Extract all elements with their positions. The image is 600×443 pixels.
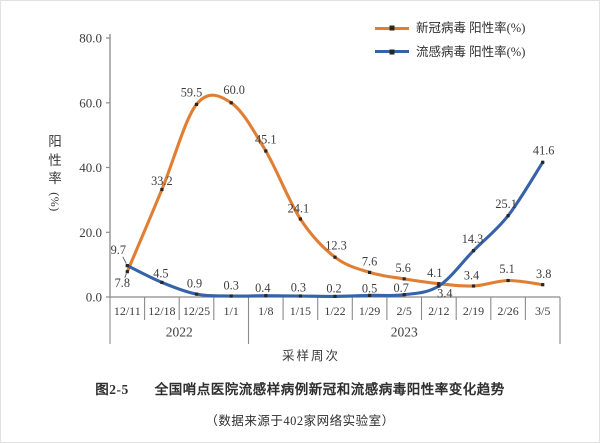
- flu-data-label: 0.3: [291, 280, 306, 294]
- legend: 新冠病毒 阳性率(%) 流感病毒 阳性率(%): [375, 22, 525, 58]
- covid-data-label: 60.0: [223, 83, 245, 97]
- legend-square-marker-icon: [389, 49, 395, 55]
- x-tick-label: 3/5: [535, 304, 550, 318]
- covid-marker: [471, 284, 476, 288]
- y-tick-label: 20.0: [79, 225, 102, 240]
- caption-source: （数据来源于402家网络实验室）: [205, 414, 395, 428]
- x-tick-label: 2/5: [397, 304, 412, 318]
- legend-item-flu: 流感病毒 阳性率(%): [375, 44, 526, 59]
- flu-marker: [264, 294, 268, 298]
- year-label: 2023: [391, 325, 418, 340]
- flu-marker: [333, 294, 337, 298]
- covid-data-label: 5.6: [396, 261, 411, 275]
- x-tick-label: 1/8: [258, 304, 273, 318]
- legend-line-marker-icon: [375, 49, 409, 55]
- y-axis-title-unit: (%): [48, 191, 62, 212]
- flu-data-label: 0.5: [362, 282, 377, 296]
- covid-data-label: 33.2: [151, 174, 173, 188]
- flu-marker: [194, 292, 199, 296]
- covid-data-label: 12.3: [325, 239, 347, 253]
- x-tick-label: 1/15: [290, 304, 311, 318]
- flu-data-label: 0.4: [255, 281, 270, 295]
- covid-marker: [125, 270, 129, 274]
- x-tick-label: 1/22: [324, 304, 345, 318]
- covid-marker: [368, 270, 372, 274]
- covid-data-label: 45.1: [255, 132, 277, 146]
- year-label: 2022: [166, 325, 193, 340]
- flu-marker: [368, 293, 372, 297]
- x-tick-label: 2/19: [463, 304, 484, 318]
- flu-marker: [437, 284, 441, 288]
- flu-data-label: 25.1: [495, 197, 517, 211]
- flu-data-label: 0.9: [187, 276, 202, 290]
- figure-caption: 图2-5 全国哨点医院流感样病例新冠和流感病毒阳性率变化趋势: [1, 378, 599, 398]
- flu-marker: [541, 160, 545, 164]
- y-axis-title-char: 阳: [48, 134, 62, 149]
- covid-marker: [541, 283, 545, 287]
- y-axis-title-char: 性: [48, 152, 62, 168]
- legend-label: 流感病毒 阳性率(%): [416, 44, 526, 59]
- covid-data-label: 3.4: [464, 268, 479, 282]
- covid-data-label: 7.8: [115, 276, 130, 290]
- covid-data-label: 59.5: [181, 86, 203, 100]
- legend-label: 新冠病毒 阳性率(%): [416, 21, 526, 35]
- flu-data-label: 0.2: [326, 282, 341, 296]
- flu-data-label: 9.7: [111, 243, 126, 257]
- covid-marker: [298, 217, 302, 221]
- flu-data-label: 4.5: [153, 267, 168, 281]
- flu-data-label: 3.4: [437, 286, 452, 300]
- y-axis-title-char: 率: [48, 171, 62, 186]
- covid-marker: [506, 278, 510, 283]
- covid-marker: [194, 102, 199, 106]
- y-axis-title: 阳性率 (%): [45, 134, 65, 211]
- covid-marker: [402, 277, 406, 281]
- flu-data-label: 0.3: [224, 278, 239, 292]
- flu-marker: [298, 294, 302, 298]
- covid-marker: [264, 149, 268, 153]
- covid-data-label: 7.6: [362, 255, 377, 269]
- y-tick-label: 60.0: [79, 95, 102, 110]
- x-axis-title: 采样周次: [281, 349, 340, 363]
- x-tick-label: 12/18: [148, 304, 175, 318]
- flu-data-label: 41.6: [533, 144, 555, 158]
- covid-data-label: 5.1: [499, 262, 514, 276]
- x-tick-label: 1/29: [359, 304, 380, 318]
- covid-marker: [333, 255, 337, 259]
- flu-marker: [402, 293, 406, 297]
- legend-square-marker-icon: [389, 25, 395, 31]
- caption-figure-label: 图2-5: [95, 382, 129, 397]
- covid-data-label: 3.8: [536, 267, 551, 281]
- legend-line-marker-icon: [375, 25, 409, 31]
- caption-title: 全国哨点医院流感样病例新冠和流感病毒阳性率变化趋势: [154, 382, 505, 397]
- y-tick-label: 40.0: [79, 160, 102, 175]
- covid-data-label: 24.1: [288, 201, 310, 215]
- covid-marker: [160, 187, 164, 192]
- covid-marker: [437, 282, 441, 286]
- flu-marker: [160, 280, 164, 284]
- x-tick-label: 1/1: [224, 304, 239, 318]
- legend-item-covid: 新冠病毒 阳性率(%): [375, 22, 525, 35]
- flu-marker: [471, 249, 476, 253]
- covid-label-leader: [124, 273, 127, 278]
- x-tick-label: 2/12: [428, 304, 449, 318]
- y-tick-label: 0.0: [86, 290, 102, 305]
- covid-marker: [229, 101, 233, 105]
- covid-data-label: 4.1: [427, 266, 442, 280]
- flu-marker: [506, 214, 510, 218]
- flu-marker: [229, 294, 233, 298]
- flu-label-leader: [122, 256, 127, 264]
- x-tick-label: 12/11: [114, 304, 141, 318]
- flu-data-label: 14.3: [462, 232, 484, 246]
- x-tick-label: 2/26: [497, 304, 518, 318]
- flu-marker: [125, 264, 129, 268]
- y-tick-label: 80.0: [79, 31, 102, 46]
- x-tick-label: 12/25: [183, 304, 210, 318]
- flu-data-label: 0.7: [394, 281, 409, 295]
